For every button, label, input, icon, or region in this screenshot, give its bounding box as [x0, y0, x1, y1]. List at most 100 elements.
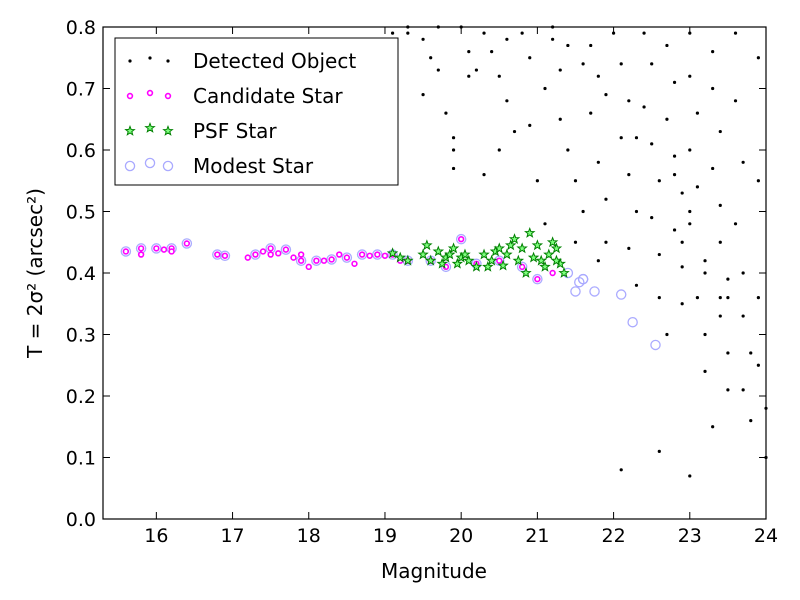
data-point [221, 252, 229, 259]
data-point [573, 179, 578, 183]
data-point [505, 99, 509, 103]
data-point [470, 260, 483, 272]
data-point [343, 254, 351, 261]
data-point [402, 254, 414, 266]
data-point [688, 209, 692, 214]
data-point [749, 351, 753, 355]
data-point [627, 316, 638, 328]
data-point [733, 31, 738, 35]
data-point [421, 239, 433, 251]
data-point [485, 254, 498, 266]
data-point [627, 99, 631, 103]
data-point [326, 254, 337, 265]
data-point [756, 56, 760, 60]
data-point [650, 339, 661, 351]
data-point [341, 252, 353, 263]
x-tick-label: 16 [144, 525, 168, 547]
data-point [417, 248, 429, 260]
data-point [680, 302, 684, 306]
x-tick-label: 19 [373, 525, 397, 547]
data-point [539, 260, 551, 272]
data-point [718, 129, 722, 134]
data-point [153, 245, 160, 252]
data-point [421, 37, 425, 41]
data-point [497, 148, 501, 152]
y-axis-title: T = 2σ² (arcsec²) [23, 188, 47, 359]
series-detected-object [390, 25, 768, 478]
data-point [566, 43, 570, 48]
legend-item: Detected Object [128, 49, 356, 73]
legend-item: PSF Star [124, 119, 277, 143]
data-point [490, 50, 494, 54]
data-point [550, 254, 563, 266]
data-point [482, 173, 486, 177]
data-point [390, 31, 395, 35]
legend-item: Candidate Star [126, 84, 343, 108]
data-point [703, 259, 707, 263]
data-point [549, 269, 556, 277]
data-point [151, 243, 162, 254]
data-point [672, 154, 677, 158]
data-point [581, 209, 585, 214]
data-point [627, 246, 631, 250]
data-point [688, 222, 692, 226]
data-point [496, 257, 503, 264]
data-point [733, 222, 738, 226]
data-point [478, 248, 490, 260]
data-point [432, 245, 445, 257]
data-point [726, 351, 730, 355]
data-point [546, 236, 559, 248]
data-point [504, 239, 517, 251]
data-point [650, 142, 654, 146]
data-point [657, 296, 661, 300]
data-point [726, 296, 730, 300]
data-point [711, 166, 715, 171]
data-point [558, 68, 562, 72]
data-point [297, 257, 305, 264]
data-point [749, 419, 753, 423]
data-point [570, 286, 581, 297]
data-point [280, 244, 292, 255]
data-point [366, 252, 373, 259]
data-point [505, 37, 509, 41]
data-point [336, 251, 343, 258]
data-point [577, 273, 589, 285]
series-psf-star [386, 226, 570, 278]
data-point [252, 251, 259, 258]
data-point [358, 251, 366, 258]
data-point [463, 254, 475, 266]
x-tick-label: 20 [449, 525, 473, 547]
data-point [550, 242, 563, 254]
data-point [573, 240, 578, 244]
legend-box [114, 37, 399, 186]
data-point [680, 265, 684, 269]
legend-marker [162, 124, 174, 136]
data-point [581, 62, 585, 66]
data-point [718, 314, 722, 318]
data-point [436, 68, 440, 72]
data-point [444, 111, 448, 115]
legend-label: Detected Object [193, 49, 356, 73]
data-point [756, 363, 760, 367]
data-point [313, 257, 320, 264]
data-point [394, 251, 406, 263]
data-point [741, 388, 745, 392]
data-point [508, 233, 521, 245]
data-point [695, 296, 700, 300]
data-point [558, 117, 562, 121]
legend: Detected Object Candidate Star PSF Star Mod… [114, 37, 399, 186]
legend-marker [164, 92, 172, 100]
data-point [214, 251, 221, 258]
data-point [558, 266, 570, 278]
legend-label: Modest Star [193, 154, 314, 178]
data-point [657, 449, 661, 453]
data-point [634, 209, 639, 214]
data-point [711, 425, 715, 429]
y-tick-label: 0.4 [66, 263, 96, 285]
data-point [619, 62, 623, 66]
data-point [459, 248, 471, 260]
y-tick-label: 0.3 [66, 325, 96, 347]
data-point [657, 252, 661, 257]
data-point [482, 260, 494, 272]
data-point [741, 271, 745, 275]
